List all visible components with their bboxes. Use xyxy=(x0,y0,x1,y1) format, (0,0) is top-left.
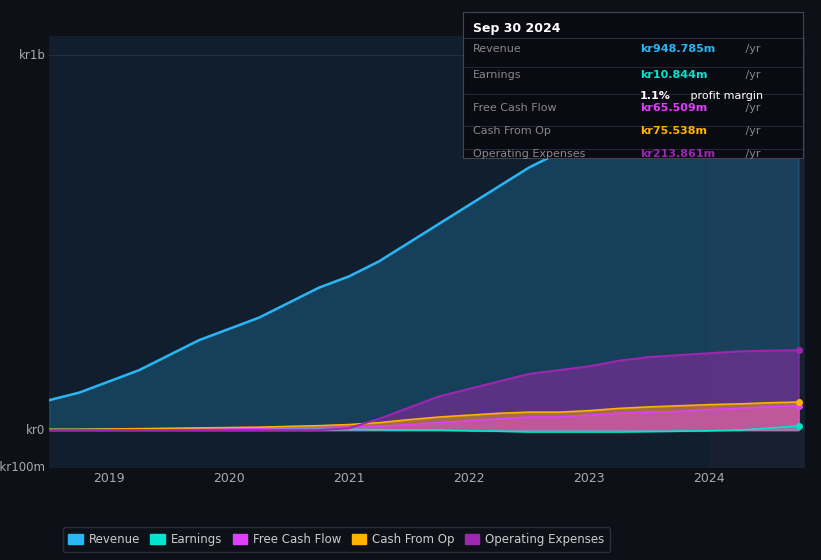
Text: kr1b: kr1b xyxy=(19,49,45,62)
Text: Earnings: Earnings xyxy=(473,71,521,81)
Text: Operating Expenses: Operating Expenses xyxy=(473,150,585,159)
Text: 1.1%: 1.1% xyxy=(640,91,671,101)
Text: /yr: /yr xyxy=(742,71,760,81)
Text: profit margin: profit margin xyxy=(687,91,764,101)
Legend: Revenue, Earnings, Free Cash Flow, Cash From Op, Operating Expenses: Revenue, Earnings, Free Cash Flow, Cash … xyxy=(62,528,610,552)
Text: /yr: /yr xyxy=(742,102,760,113)
Text: kr213.861m: kr213.861m xyxy=(640,150,715,159)
Text: Free Cash Flow: Free Cash Flow xyxy=(473,102,557,113)
Bar xyxy=(709,36,821,468)
Text: kr65.509m: kr65.509m xyxy=(640,102,707,113)
Text: kr10.844m: kr10.844m xyxy=(640,71,708,81)
Text: /yr: /yr xyxy=(742,44,760,54)
Text: kr0: kr0 xyxy=(26,423,45,437)
Text: Sep 30 2024: Sep 30 2024 xyxy=(473,22,561,35)
Text: kr948.785m: kr948.785m xyxy=(640,44,715,54)
Text: -kr100m: -kr100m xyxy=(0,461,45,474)
Text: Revenue: Revenue xyxy=(473,44,522,54)
Text: kr75.538m: kr75.538m xyxy=(640,126,707,136)
Text: /yr: /yr xyxy=(742,150,760,159)
Text: /yr: /yr xyxy=(742,126,760,136)
Text: Cash From Op: Cash From Op xyxy=(473,126,551,136)
